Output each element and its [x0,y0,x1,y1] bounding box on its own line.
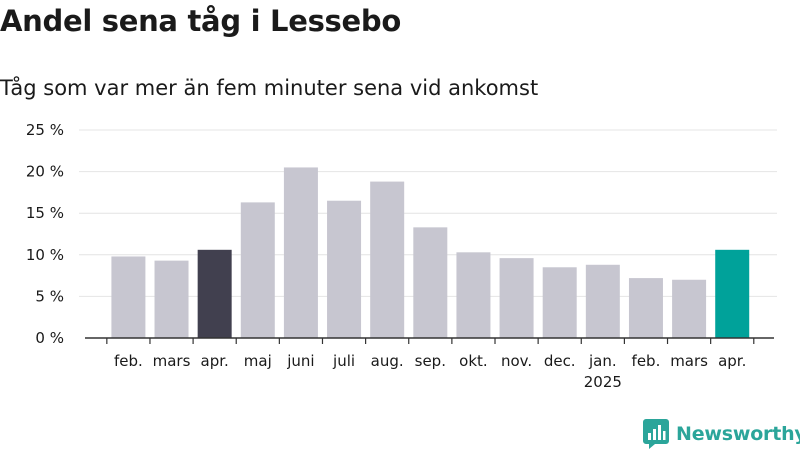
x-tick-label: maj [244,352,272,370]
bar [283,167,318,338]
newsworthy-logo-icon [643,419,669,449]
x-tick-label: nov. [501,352,532,370]
bar [197,249,232,338]
y-tick-label: 25 % [26,121,64,139]
logo-text: Newsworthy [676,423,800,445]
x-tick-label: okt. [459,352,488,370]
x-tick-label: apr. [718,352,746,370]
y-tick-label: 5 % [35,287,64,305]
x-tick-label: mars [153,352,191,370]
x-tick-label: juni [286,352,314,370]
x-tick-label: jan. [588,352,617,370]
chart-title: Andel sena tåg i Lessebo [0,4,401,38]
bar [240,202,275,338]
x-tick-label: sep. [415,352,446,370]
bar [111,256,146,338]
x-tick-label: juli [332,352,355,370]
x-tick-label: mars [670,352,708,370]
x-tick-label: feb. [632,352,661,370]
bar [327,200,362,338]
bar [628,278,663,338]
y-tick-label: 0 % [35,329,64,347]
x-year-label: 2025 [584,373,622,391]
bar [456,252,491,338]
bar [672,279,707,338]
bar [585,264,620,338]
x-tick-label: aug. [371,352,404,370]
x-tick-label: feb. [114,352,143,370]
y-tick-label: 15 % [26,204,64,222]
y-tick-label: 20 % [26,163,64,181]
y-tick-label: 10 % [26,246,64,264]
bar [413,227,448,338]
chart-subtitle: Tåg som var mer än fem minuter sena vid … [0,76,539,100]
bar [499,258,534,338]
bar [542,267,577,338]
x-tick-label: dec. [544,352,576,370]
x-tick-label: apr. [201,352,229,370]
bar [715,249,750,338]
bar [154,260,189,338]
newsworthy-logo: Newsworthy [643,419,800,449]
bar [370,181,405,338]
